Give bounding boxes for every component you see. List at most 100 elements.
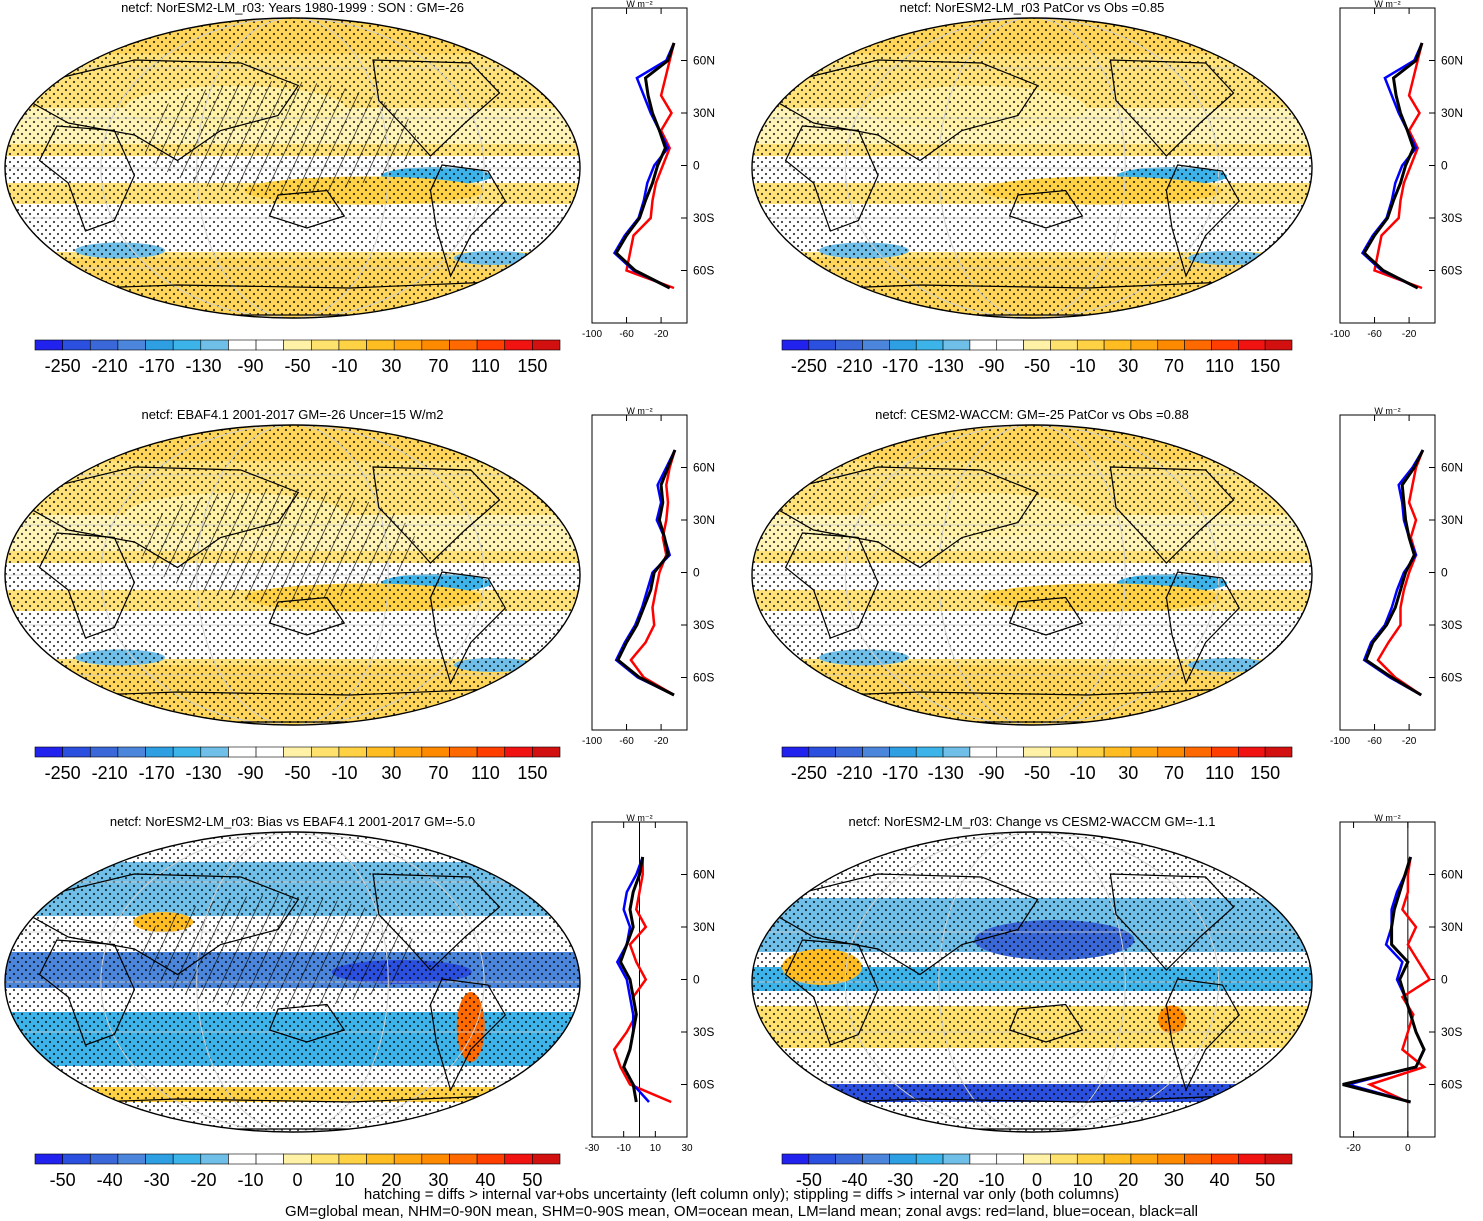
zonal-lat-label: 0 (693, 973, 700, 987)
zonal-x-tick-label: -100 (1330, 329, 1350, 340)
colorbar-tick-label: -90 (978, 763, 1004, 783)
colorbar-swatch (532, 1153, 561, 1165)
colorbar-swatch (504, 1153, 533, 1165)
coast-north-america (372, 59, 501, 157)
colorbar-swatch (1023, 746, 1051, 758)
zonal-x-tick-label: -100 (582, 329, 602, 340)
colorbar-swatch (1076, 1153, 1105, 1165)
zonal-x-tick-label: -20 (1402, 329, 1417, 340)
colorbar-tick-label: 10 (334, 1170, 354, 1186)
colorbar-swatch (1130, 1153, 1159, 1165)
colorbar-tick-label: -130 (928, 356, 964, 376)
colorbar-tick-label: -10 (331, 763, 357, 783)
colorbar-swatch (366, 339, 395, 351)
colorbar-tick-label: 30 (428, 1170, 448, 1186)
panel-title: netcf: NorESM2-LM_r03 PatCor vs Obs =0.8… (900, 0, 1165, 15)
map-outline (751, 424, 1313, 726)
colorbar-tick-label: 70 (1164, 763, 1184, 783)
zonal-frame (1339, 414, 1436, 731)
zonal-x-tick-label: 30 (681, 1143, 693, 1154)
colorbar-tick-label: -250 (45, 763, 81, 783)
colorbar-swatch (421, 1153, 450, 1165)
coast-south-america (1165, 571, 1240, 685)
colorbar-swatch (915, 1153, 944, 1165)
colorbar-swatch (338, 339, 367, 351)
panel-model-right: netcf: NorESM2-LM_r03 PatCor vs Obs =0.8… (751, 0, 1463, 376)
colorbar: -250 -210 -170 -130 -90 -50 -10 30 70 110 150 (34, 339, 561, 376)
colorbar-swatch (1238, 746, 1266, 758)
colorbar-swatch (1076, 339, 1105, 351)
zonal-x-tick-label: 0 (1405, 1143, 1411, 1154)
zonal-line-all (1342, 856, 1426, 1104)
zonal-x-tick-label: -20 (654, 329, 669, 340)
coast-eurasia (27, 59, 300, 162)
colorbar-swatch (1184, 1153, 1212, 1165)
coast-australia (268, 1003, 346, 1043)
colorbar-swatch (283, 1153, 312, 1165)
coast-north-america (1109, 59, 1235, 157)
colorbar-tick-label: -250 (791, 356, 827, 376)
zonal-line-ocean (614, 449, 677, 697)
colorbar-swatch (1103, 746, 1132, 758)
colorbar-tick-label: 30 (1118, 763, 1138, 783)
colorbar-swatch (172, 746, 202, 758)
coast-africa (38, 125, 136, 232)
colorbar-tick-label: -210 (836, 356, 872, 376)
colorbar-swatch (449, 746, 478, 758)
colorbar-tick-label: -250 (45, 356, 81, 376)
colorbar-swatch (862, 746, 890, 758)
colorbar-tick-label: -20 (933, 1170, 959, 1186)
zonal-x-tick-label: -20 (1346, 1143, 1361, 1154)
colorbar-tick-label: 40 (1210, 1170, 1230, 1186)
coast-eurasia (773, 59, 1039, 162)
zonal-lat-label: 30S (1441, 618, 1462, 632)
colorbar-swatch (145, 746, 174, 758)
colorbar-tick-label: -90 (238, 356, 264, 376)
colorbar-tick-label: 20 (1118, 1170, 1138, 1186)
map-outline (4, 424, 581, 726)
zonal-lat-label: 30N (1441, 920, 1463, 934)
colorbar-tick-label: -10 (1070, 763, 1096, 783)
colorbar-tick-label: -10 (238, 1170, 264, 1186)
map-field (5, 18, 580, 318)
zonal-mean-panel: W m⁻² -20 0 60N 30N 0 30S 60S (1339, 813, 1463, 1154)
zonal-lat-label: 30S (693, 618, 714, 632)
zonal-lat-label: 60S (693, 1078, 714, 1092)
colorbar-tick-label: 150 (1250, 356, 1280, 376)
colorbar-tick-label: -210 (92, 763, 128, 783)
colorbar-tick-label: 110 (1205, 356, 1234, 376)
colorbar-swatch (476, 339, 506, 351)
zonal-x-tick-label: -60 (1367, 736, 1382, 747)
colorbar-tick-label: -30 (887, 1170, 913, 1186)
colorbar-swatch (449, 339, 478, 351)
colorbar-swatch (145, 1153, 174, 1165)
zonal-units: W m⁻² (1374, 0, 1400, 9)
coast-africa (784, 125, 879, 232)
coast-eurasia (773, 873, 1039, 976)
colorbar-swatch (311, 746, 340, 758)
colorbar-tick-label: 30 (381, 356, 401, 376)
colorbar-swatch (421, 746, 450, 758)
colorbar-swatch (34, 339, 63, 351)
colorbar-swatch (1264, 1153, 1293, 1165)
colorbar-swatch (1103, 1153, 1132, 1165)
colorbar-tick-label: 50 (522, 1170, 542, 1186)
colorbar-swatch (89, 746, 119, 758)
colorbar-swatch (283, 746, 312, 758)
zonal-line-ocean (1343, 856, 1426, 1104)
colorbar-swatch (228, 746, 257, 758)
zonal-x-tick-label: -60 (1367, 329, 1382, 340)
colorbar-tick-label: -90 (238, 763, 264, 783)
coast-australia (268, 189, 346, 229)
colorbar-swatch (255, 339, 284, 351)
colorbar-tick-label: 30 (381, 763, 401, 783)
colorbar-swatch (228, 339, 257, 351)
coast-south-america (1165, 164, 1240, 278)
zonal-lat-label: 60S (693, 671, 714, 685)
zonal-lat-label: 60N (693, 868, 715, 882)
colorbar-tick-label: 110 (471, 763, 500, 783)
colorbar-swatch (1103, 339, 1132, 351)
colorbar-swatch (145, 339, 174, 351)
colorbar-swatch (942, 339, 971, 351)
zonal-lat-label: 0 (1441, 159, 1448, 173)
